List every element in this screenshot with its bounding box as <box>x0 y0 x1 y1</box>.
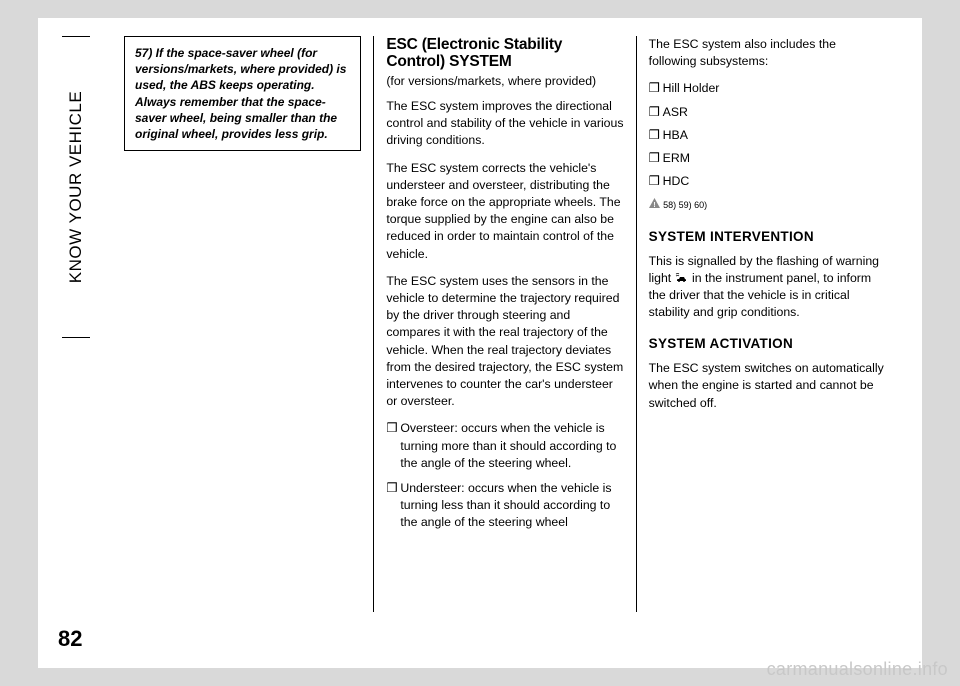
heading-activation: SYSTEM ACTIVATION <box>649 335 886 354</box>
watermark: carmanualsonline.info <box>767 659 948 680</box>
warning-text: 57) If the space-saver wheel (for versio… <box>135 46 346 141</box>
subsys-erm: ❒ERM <box>649 150 886 167</box>
subsys-asr: ❒ASR <box>649 104 886 121</box>
subsystems-intro: The ESC system also includes the followi… <box>649 36 886 70</box>
bullet-mark-icon: ❒ <box>649 80 663 97</box>
subsys-label: Hill Holder <box>663 80 720 97</box>
subsys-label: HDC <box>663 173 690 190</box>
bullet-mark-icon: ❒ <box>386 420 400 472</box>
para-activation: The ESC system switches on automatically… <box>649 360 886 412</box>
esc-note: (for versions/markets, where provided) <box>386 73 623 90</box>
subsys-hillholder: ❒Hill Holder <box>649 80 886 97</box>
car-skid-icon <box>675 272 689 284</box>
ref-numbers: ! 58) 59) 60) <box>649 196 886 213</box>
page: KNOW YOUR VEHICLE 82 57) If the space-sa… <box>38 18 922 668</box>
bullet-mark-icon: ❒ <box>649 104 663 121</box>
bullet-oversteer: ❒ Oversteer: occurs when the vehicle is … <box>386 420 623 472</box>
subsys-label: ASR <box>663 104 688 121</box>
esc-p1: The ESC system improves the directional … <box>386 98 623 150</box>
column-1: 57) If the space-saver wheel (for versio… <box>112 36 374 612</box>
section-tab: KNOW YOUR VEHICLE <box>62 36 90 338</box>
subsys-hba: ❒HBA <box>649 127 886 144</box>
esc-p3: The ESC system uses the sensors in the v… <box>386 273 623 411</box>
bullet-understeer-text: Understeer: occurs when the vehicle is t… <box>400 480 623 532</box>
subsys-label: ERM <box>663 150 690 167</box>
ref-numbers-text: 58) 59) 60) <box>663 200 707 210</box>
warning-box: 57) If the space-saver wheel (for versio… <box>124 36 361 151</box>
bullet-mark-icon: ❒ <box>386 480 400 532</box>
warning-triangle-icon: ! <box>649 197 663 211</box>
column-3: The ESC system also includes the followi… <box>637 36 898 612</box>
bullet-mark-icon: ❒ <box>649 150 663 167</box>
bullet-mark-icon: ❒ <box>649 127 663 144</box>
content-columns: 57) If the space-saver wheel (for versio… <box>112 36 898 612</box>
svg-text:!: ! <box>653 202 655 208</box>
bullet-mark-icon: ❒ <box>649 173 663 190</box>
esc-p2: The ESC system corrects the vehicle's un… <box>386 160 623 263</box>
heading-intervention: SYSTEM INTERVENTION <box>649 228 886 247</box>
bullet-understeer: ❒ Understeer: occurs when the vehicle is… <box>386 480 623 532</box>
esc-heading: ESC (Electronic Stability Control) SYSTE… <box>386 36 623 71</box>
column-2: ESC (Electronic Stability Control) SYSTE… <box>374 36 636 612</box>
page-number: 82 <box>58 626 82 652</box>
subsys-label: HBA <box>663 127 688 144</box>
bullet-oversteer-text: Oversteer: occurs when the vehicle is tu… <box>400 420 623 472</box>
para-intervention: This is signalled by the flashing of war… <box>649 253 886 322</box>
subsys-hdc: ❒HDC <box>649 173 886 190</box>
section-tab-label: KNOW YOUR VEHICLE <box>66 91 86 283</box>
